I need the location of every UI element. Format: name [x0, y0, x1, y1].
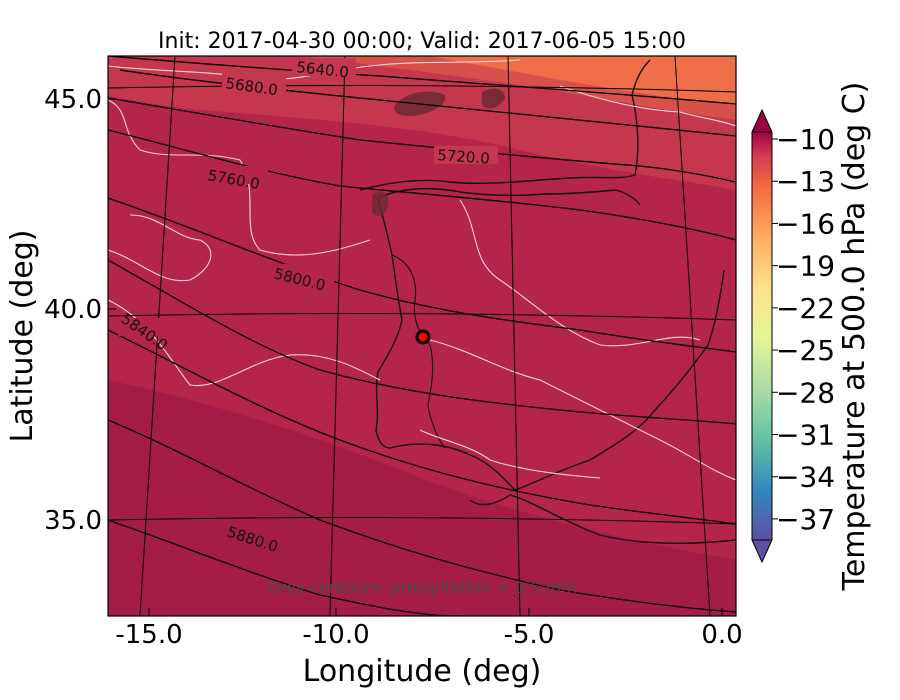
- coastline-iberia-south: [389, 269, 725, 491]
- border-portugal-spain: [391, 254, 446, 449]
- x-tick-label: -10.0: [302, 620, 369, 650]
- colorbar-tick-label: −34: [776, 461, 835, 494]
- colorbar-tick-label: −22: [776, 292, 835, 325]
- x-axis: -15.0 -10.0 -5.0 0.0 Longitude (deg): [115, 608, 743, 689]
- colorbar-extend-max: [751, 108, 773, 133]
- height-label-5720: 5720.0: [437, 146, 491, 168]
- y-tick-label: 35.0: [44, 506, 102, 536]
- y-tick-label: 40.0: [44, 295, 102, 325]
- colorbar-tick-label: −19: [776, 250, 835, 283]
- plot-title: Init: 2017-04-30 00:00; Valid: 2017-06-0…: [158, 29, 686, 54]
- temperature-field-warmest-area: [430, 56, 736, 105]
- plot-frame: [107, 55, 737, 617]
- colorbar-tick-label: −37: [776, 503, 835, 536]
- colorbar-gradient: [752, 132, 772, 540]
- colorbar-tick-label: −10: [776, 123, 835, 156]
- x-tick-label: 0.0: [701, 620, 742, 650]
- precip-contour-3: [372, 191, 389, 216]
- colorbar-tick-label: −16: [776, 207, 835, 240]
- x-tick-label: -5.0: [504, 620, 555, 650]
- coastline-iberia-west: [375, 197, 403, 449]
- x-tick-label: -15.0: [115, 620, 182, 650]
- colorbar-extend-min: [751, 539, 773, 564]
- precip-contour-2: [482, 88, 505, 109]
- colorbar-ticks: −10 −13 −16 −19 −22 −25 −28 −31 −34 −37: [772, 123, 835, 536]
- height-label-5640: 5640.0: [296, 58, 350, 81]
- temperature-field-cool-south: [108, 380, 736, 616]
- station-marker[interactable]: [415, 329, 431, 345]
- coastline-iberia-north: [377, 187, 641, 206]
- colorbar-tick-label: −31: [776, 418, 835, 451]
- coastline-africa: [469, 494, 736, 544]
- colorbar-label: Temperature at 500.0 hPa (deg C): [837, 82, 872, 592]
- colorbar-tick-label: −25: [776, 334, 835, 367]
- y-axis: 45.0 40.0 35.0 Latitude (deg): [5, 85, 116, 536]
- colorbar-frame: [751, 131, 773, 541]
- colorbar: −10 −13 −16 −19 −22 −25 −28 −31 −34 −37 Temperatu…: [751, 82, 872, 592]
- x-axis-title: Longitude (deg): [303, 654, 542, 689]
- y-tick-label: 45.0: [44, 85, 102, 115]
- colorbar-tick-label: −13: [776, 165, 835, 198]
- precipitation-note: Grey contours: precipitation > 0.5 mm: [267, 578, 576, 597]
- station-marker-ring: [415, 329, 431, 345]
- colorbar-tick-label: −28: [776, 376, 835, 409]
- graticule: [108, 56, 736, 616]
- map-plot-area[interactable]: 5640.0 5680.0 5720.0 5760.0 5800.0 5840.…: [108, 56, 736, 616]
- y-axis-title: Latitude (deg): [5, 230, 40, 443]
